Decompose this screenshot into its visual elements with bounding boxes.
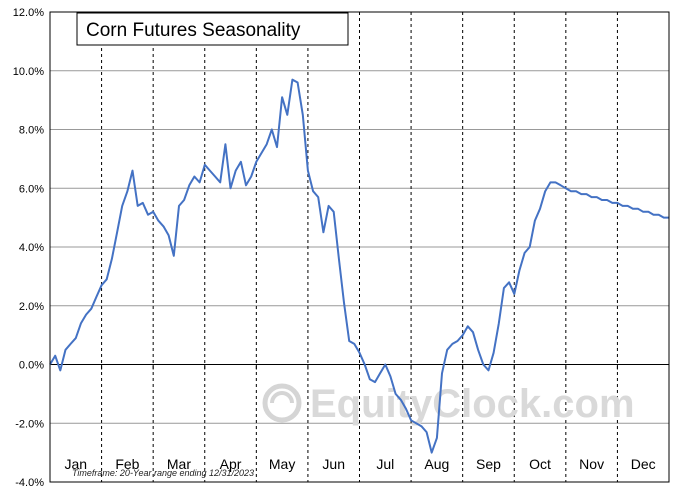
month-label: Jul: [376, 456, 394, 472]
month-divider-grid: [101, 12, 618, 482]
chart-title-frame: [76, 12, 349, 46]
month-label: Apr: [220, 456, 242, 472]
month-label: Aug: [424, 456, 449, 472]
month-label: Nov: [579, 456, 604, 472]
chart-title-box: Corn Futures Seasonality: [76, 12, 349, 46]
month-label: Jun: [322, 456, 345, 472]
y-axis: -4.0% -2.0% 0.0% 2.0% 4.0% 6.0% 8.0% 10.0% 12.0%: [13, 7, 44, 489]
watermark-text: EquityClock.com: [310, 382, 635, 426]
month-label: Sep: [476, 456, 501, 472]
watermark-logo-icon: [262, 383, 302, 423]
y-tick-label: -2.0%: [15, 418, 44, 430]
y-tick-label: 12.0%: [13, 7, 44, 19]
month-label: Oct: [529, 456, 551, 472]
watermark-logo-icon: [270, 391, 294, 404]
series-layer: [49, 78, 669, 454]
seasonality-line: [49, 78, 669, 454]
month-label: Jan: [65, 456, 88, 472]
y-tick-label: 6.0%: [19, 183, 44, 195]
month-label: Feb: [115, 456, 139, 472]
timeframe-footnote: Timeframe: 20-Year range ending 12/31/20…: [72, 468, 254, 478]
plot-border: [49, 11, 670, 483]
y-tick-label: 10.0%: [13, 66, 44, 78]
chart-title: Corn Futures Seasonality: [86, 20, 301, 41]
month-label: Dec: [631, 456, 656, 472]
y-tick-label: -4.0%: [15, 477, 44, 489]
y-tick-label: 2.0%: [19, 301, 44, 313]
y-tick-label: 4.0%: [19, 242, 44, 254]
month-label: May: [269, 456, 295, 472]
y-tick-label: 0.0%: [19, 360, 44, 372]
x-axis: Jan Feb Mar Apr May Jun Jul Aug Sep Oct Nov Dec: [49, 364, 670, 472]
month-label: Mar: [167, 456, 191, 472]
y-tick-label: 8.0%: [19, 125, 44, 137]
watermark: EquityClock.com: [262, 382, 635, 426]
